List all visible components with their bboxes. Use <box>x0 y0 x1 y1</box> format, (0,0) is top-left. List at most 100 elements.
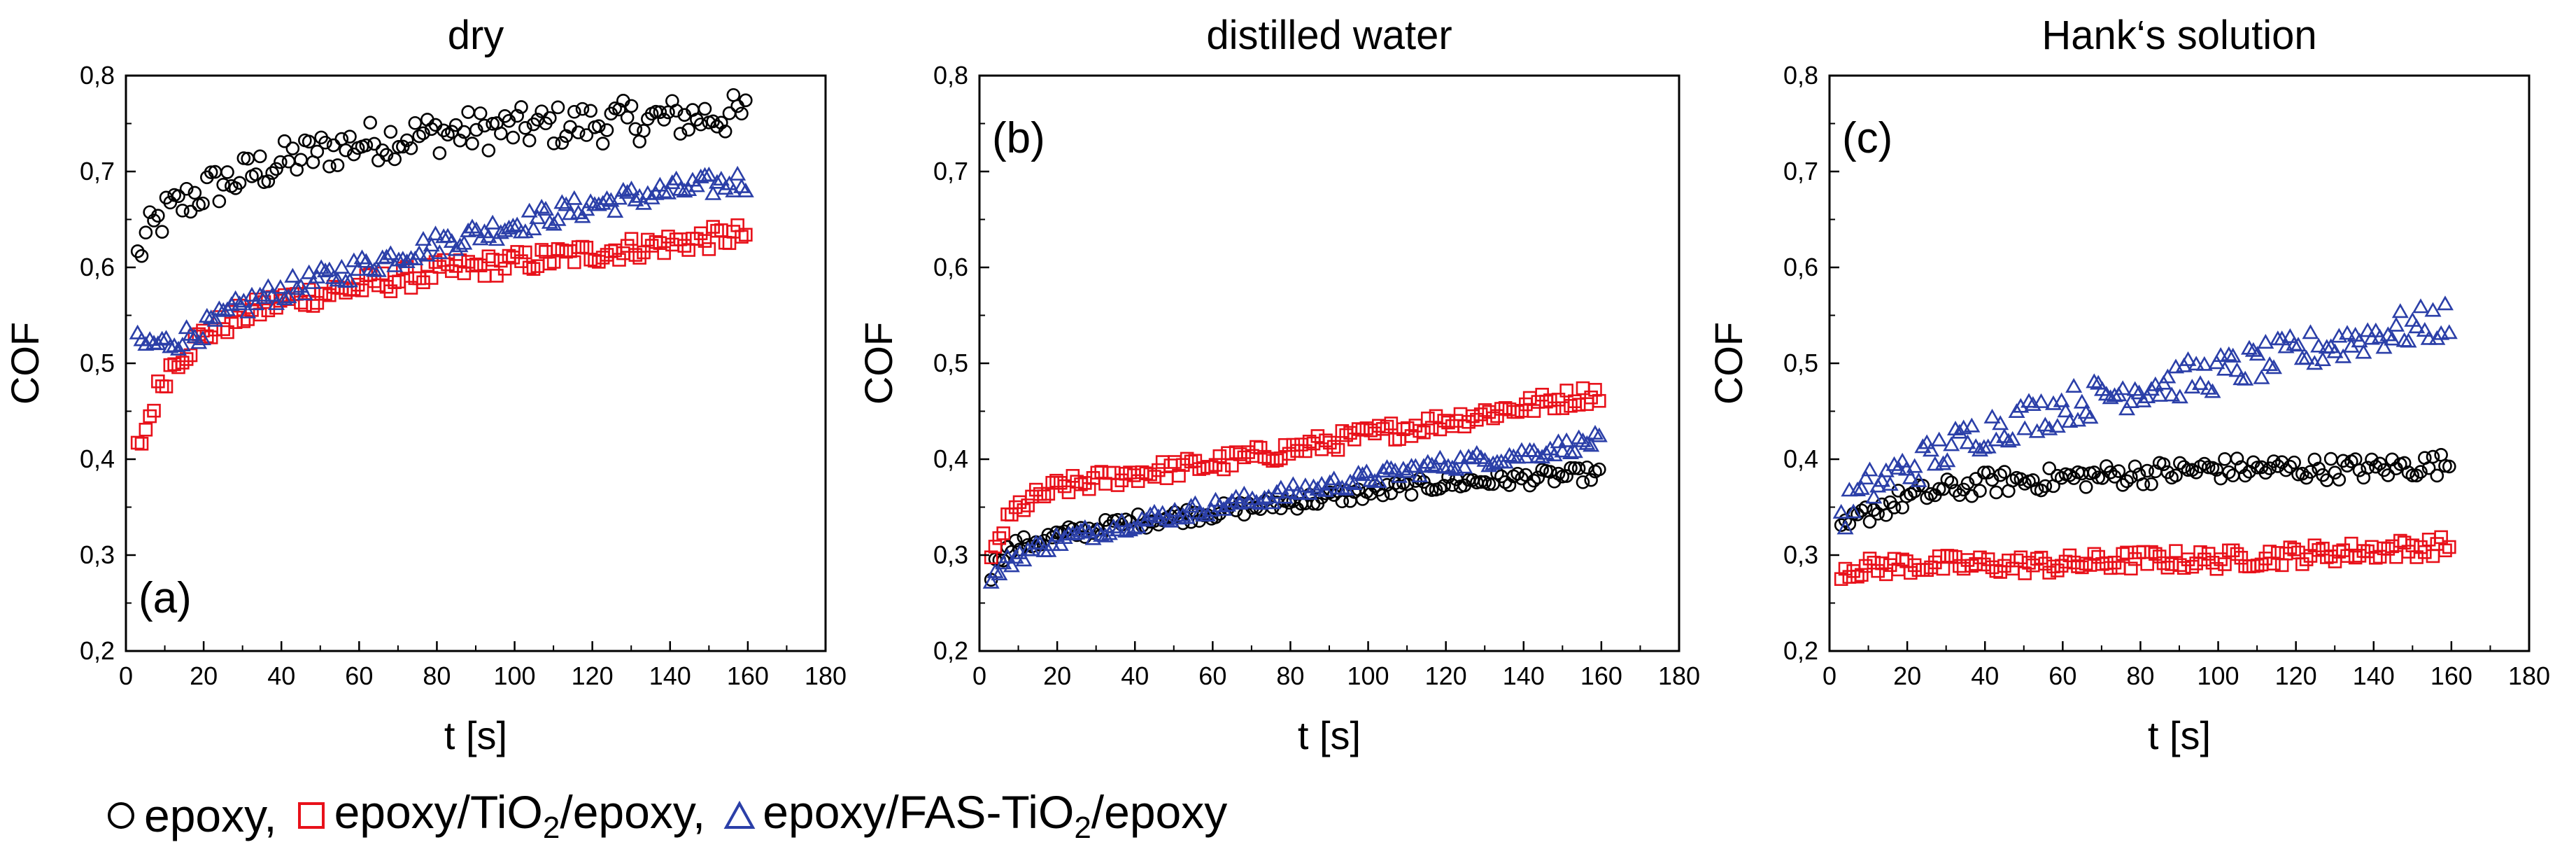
data-point-circle <box>2005 473 2020 488</box>
data-point-circle <box>334 132 349 146</box>
data-point-triangle <box>1586 424 1604 440</box>
data-point-triangle <box>533 199 551 214</box>
data-point-square <box>2169 544 2183 558</box>
data-point-square <box>2067 555 2081 570</box>
x-tick-label: 100 <box>494 662 536 690</box>
data-point-square <box>176 356 190 370</box>
data-point-circle <box>2279 463 2293 477</box>
data-point-circle <box>1592 462 1606 477</box>
data-point-triangle <box>1583 437 1600 452</box>
data-point-square <box>702 242 716 256</box>
data-point-triangle <box>2412 298 2430 314</box>
data-point-triangle <box>712 171 730 186</box>
data-point-circle <box>1049 525 1063 540</box>
data-point-circle <box>187 186 202 200</box>
y-tick-label: 0,8 <box>933 61 968 90</box>
data-point-circle <box>535 104 549 118</box>
data-point-circle <box>583 104 597 118</box>
data-point-triangle <box>2224 347 2242 363</box>
data-point-square <box>2426 549 2440 564</box>
data-point-triangle <box>986 563 1004 578</box>
data-point-triangle <box>667 170 685 186</box>
data-point-square <box>388 275 402 289</box>
data-point-square <box>522 260 537 275</box>
data-point-circle <box>518 121 532 135</box>
data-point-square <box>1037 489 1052 504</box>
data-point-circle <box>379 148 394 162</box>
data-point-triangle <box>316 262 334 278</box>
data-point-square <box>2087 547 2102 561</box>
data-point-triangle <box>1562 444 1580 459</box>
data-point-triangle <box>1264 494 1282 510</box>
data-point-circle <box>1879 507 1893 522</box>
data-point-triangle <box>1983 408 2001 424</box>
data-point-square <box>1172 468 1186 483</box>
data-point-circle <box>253 149 267 164</box>
data-point-square <box>510 245 524 259</box>
y-axis-label-hank: COF <box>1706 322 1750 405</box>
data-point-circle <box>318 135 332 150</box>
data-point-square <box>1571 398 1586 412</box>
data-point-square <box>518 245 532 260</box>
data-point-circle <box>628 122 643 136</box>
data-point-triangle <box>663 174 681 190</box>
data-point-square <box>2062 548 2077 563</box>
data-point-triangle <box>463 218 481 234</box>
data-point-square <box>698 234 712 248</box>
data-point-square <box>1850 569 1864 584</box>
data-point-square <box>1253 440 1268 455</box>
data-point-triangle <box>2204 383 2221 398</box>
x-tick-label: 20 <box>1043 662 1071 690</box>
data-point-circle <box>600 123 614 137</box>
data-point-triangle <box>1578 435 1596 450</box>
data-point-triangle <box>2351 332 2368 348</box>
data-point-triangle <box>480 227 497 244</box>
data-point-square <box>1956 561 1971 576</box>
data-point-triangle <box>2249 346 2266 361</box>
y-tick-label: 0,6 <box>933 253 968 281</box>
data-point-square <box>2209 561 2224 576</box>
x-axis-label-water: t [s] <box>1298 713 1361 757</box>
data-point-triangle <box>2016 420 2034 435</box>
data-point-square <box>469 257 483 272</box>
data-point-triangle <box>341 272 359 288</box>
data-point-circle <box>1895 500 1909 514</box>
data-point-triangle <box>725 182 742 197</box>
y-tick-label: 0,5 <box>933 349 968 377</box>
x-tick-label: 160 <box>2430 662 2472 690</box>
data-point-circle <box>176 204 190 218</box>
series-hank-1 <box>1834 530 2456 586</box>
data-point-square <box>2214 552 2228 566</box>
data-point-circle <box>1973 484 1987 498</box>
y-tick-label: 0,7 <box>1783 157 1818 186</box>
data-point-square <box>575 239 590 254</box>
data-point-circle <box>2361 461 2375 475</box>
data-point-circle <box>2026 473 2040 487</box>
y-tick-label: 0,5 <box>80 349 115 377</box>
x-tick-label: 40 <box>1971 662 1999 690</box>
data-point-square <box>718 235 733 250</box>
data-point-triangle <box>1959 434 1976 449</box>
data-point-square <box>1441 415 1455 430</box>
data-point-triangle <box>2159 368 2177 384</box>
series-hank-2 <box>1832 295 2458 535</box>
data-point-circle <box>2111 464 2126 478</box>
data-point-square <box>1225 458 1239 472</box>
data-point-triangle <box>2428 330 2446 345</box>
data-point-square <box>2009 553 2024 568</box>
data-point-triangle <box>2135 392 2152 407</box>
data-point-triangle <box>1979 438 1997 454</box>
data-point-circle <box>367 136 381 151</box>
data-point-triangle <box>1832 503 1850 519</box>
data-point-triangle <box>688 177 705 192</box>
data-point-square <box>1871 564 1885 578</box>
data-point-square <box>2442 540 2456 554</box>
data-point-triangle <box>2265 359 2283 374</box>
data-point-triangle <box>627 191 644 206</box>
data-point-square <box>2005 561 2020 576</box>
data-point-triangle <box>1894 452 1911 468</box>
x-tick-label: 20 <box>1893 662 1921 690</box>
data-point-triangle <box>708 174 726 189</box>
data-point-triangle <box>1142 506 1159 522</box>
data-point-square <box>579 240 594 255</box>
